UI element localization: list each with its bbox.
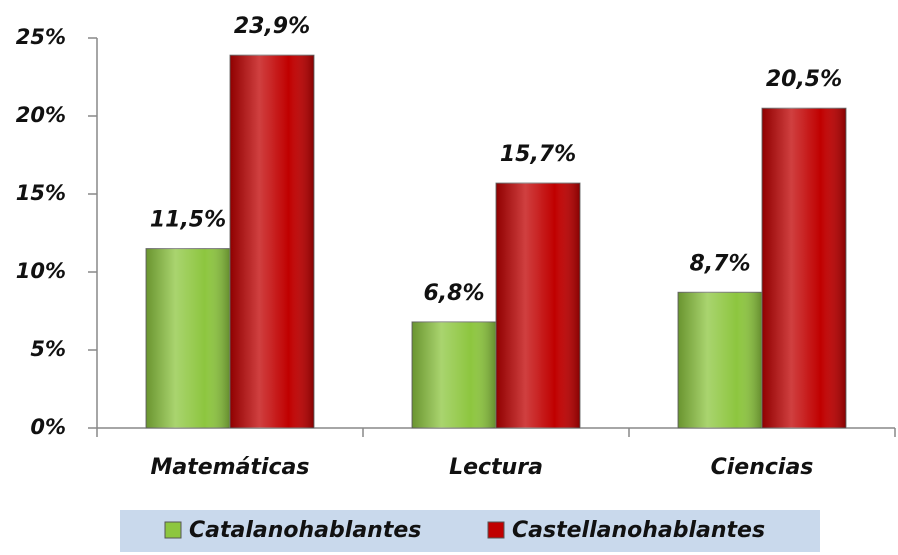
value-label: 23,9%: [234, 14, 310, 39]
bar-shade: [762, 108, 846, 428]
x-tick-label: Matemáticas: [151, 455, 310, 480]
y-tick-label: 0%: [30, 415, 66, 439]
x-tick-label: Lectura: [449, 455, 543, 480]
legend-box: [120, 510, 820, 552]
bar-shade: [496, 183, 580, 428]
legend-swatch: [487, 521, 505, 539]
value-label: 8,7%: [689, 251, 750, 276]
bar-shade: [412, 321, 496, 428]
x-tick-label: Ciencias: [711, 455, 814, 480]
legend-label: Catalanohablantes: [189, 518, 421, 543]
y-tick-label: 5%: [30, 337, 66, 361]
bar-shade: [230, 55, 314, 428]
y-tick-label: 20%: [16, 103, 66, 127]
y-tick-label: 10%: [16, 259, 66, 283]
bar-shade: [678, 292, 762, 428]
legend-label: Castellanohablantes: [512, 518, 765, 543]
legend-swatch: [164, 521, 182, 539]
y-tick-label: 15%: [16, 181, 66, 205]
bar-shade: [146, 248, 230, 428]
value-label: 15,7%: [500, 142, 576, 167]
value-label: 11,5%: [150, 208, 226, 233]
value-label: 6,8%: [423, 281, 484, 306]
value-label: 20,5%: [766, 67, 842, 92]
y-tick-label: 25%: [16, 25, 66, 49]
